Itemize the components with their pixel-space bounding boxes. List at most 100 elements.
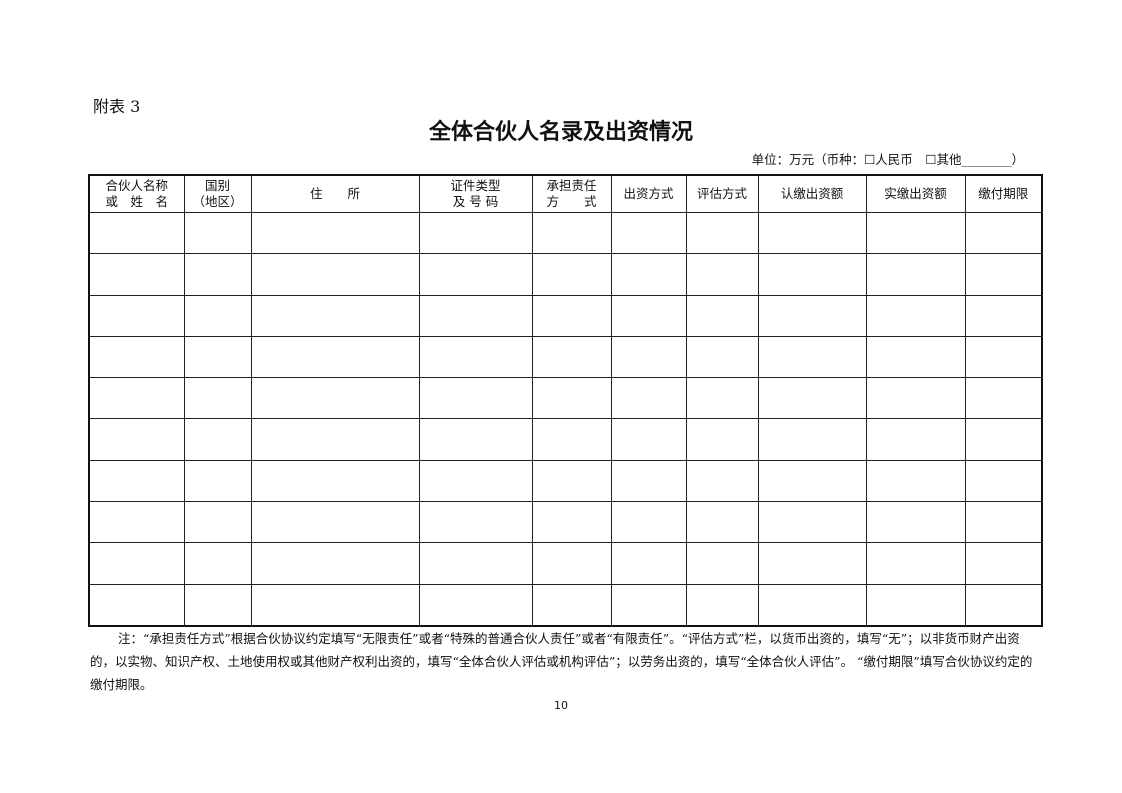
table-cell[interactable] <box>531 335 612 379</box>
table-cell[interactable] <box>250 294 420 337</box>
table-cell[interactable] <box>964 211 1043 255</box>
table-cell[interactable] <box>418 253 533 296</box>
table-cell[interactable] <box>88 335 185 379</box>
table-cell[interactable] <box>865 583 966 627</box>
table-cell[interactable] <box>685 253 759 296</box>
table-cell[interactable] <box>685 377 759 420</box>
table-cell[interactable] <box>865 501 966 544</box>
table-cell[interactable] <box>757 335 867 379</box>
table-cell[interactable] <box>964 335 1043 379</box>
table-cell[interactable] <box>964 418 1043 461</box>
table-cell[interactable] <box>250 418 420 461</box>
table-cell[interactable] <box>88 377 185 420</box>
table-cell[interactable] <box>183 253 252 296</box>
table-cell[interactable] <box>88 211 185 255</box>
table-cell[interactable] <box>964 542 1043 585</box>
table-cell[interactable] <box>88 253 185 296</box>
table-cell[interactable] <box>88 294 185 337</box>
table-cell[interactable] <box>531 253 612 296</box>
table-cell[interactable] <box>610 211 687 255</box>
table-cell[interactable] <box>531 501 612 544</box>
table-cell[interactable] <box>964 459 1043 503</box>
table-cell[interactable] <box>531 459 612 503</box>
table-cell[interactable] <box>610 377 687 420</box>
table-cell[interactable] <box>250 211 420 255</box>
table-cell[interactable] <box>88 501 185 544</box>
table-cell[interactable] <box>610 542 687 585</box>
table-cell[interactable] <box>685 583 759 627</box>
table-cell[interactable] <box>685 459 759 503</box>
table-cell[interactable] <box>757 501 867 544</box>
table-cell[interactable] <box>865 459 966 503</box>
table-cell[interactable] <box>685 542 759 585</box>
table-cell[interactable] <box>865 418 966 461</box>
table-cell[interactable] <box>88 459 185 503</box>
table-cell[interactable] <box>757 418 867 461</box>
table-cell[interactable] <box>183 418 252 461</box>
table-cell[interactable] <box>964 583 1043 627</box>
table-cell[interactable] <box>610 583 687 627</box>
table-cell[interactable] <box>865 211 966 255</box>
table-cell[interactable] <box>865 377 966 420</box>
table-cell[interactable] <box>685 501 759 544</box>
table-cell[interactable] <box>183 294 252 337</box>
table-cell[interactable] <box>418 542 533 585</box>
table-cell[interactable] <box>964 501 1043 544</box>
table-cell[interactable] <box>865 253 966 296</box>
table-cell[interactable] <box>757 294 867 337</box>
table-cell[interactable] <box>183 583 252 627</box>
table-cell[interactable] <box>418 377 533 420</box>
table-cell[interactable] <box>250 583 420 627</box>
table-cell[interactable] <box>183 501 252 544</box>
table-cell[interactable] <box>418 418 533 461</box>
table-cell[interactable] <box>183 542 252 585</box>
table-cell[interactable] <box>964 294 1043 337</box>
table-cell[interactable] <box>418 459 533 503</box>
table-cell[interactable] <box>610 418 687 461</box>
table-cell[interactable] <box>418 335 533 379</box>
table-cell[interactable] <box>865 542 966 585</box>
table-cell[interactable] <box>531 294 612 337</box>
table-cell[interactable] <box>418 294 533 337</box>
table-cell[interactable] <box>88 418 185 461</box>
table-cell[interactable] <box>183 335 252 379</box>
table-cell[interactable] <box>610 253 687 296</box>
table-cell[interactable] <box>531 418 612 461</box>
table-cell[interactable] <box>183 211 252 255</box>
table-cell[interactable] <box>418 501 533 544</box>
table-cell[interactable] <box>610 335 687 379</box>
table-cell[interactable] <box>250 377 420 420</box>
table-cell[interactable] <box>685 294 759 337</box>
table-cell[interactable] <box>757 377 867 420</box>
table-cell[interactable] <box>757 253 867 296</box>
table-cell[interactable] <box>250 542 420 585</box>
table-cell[interactable] <box>865 294 966 337</box>
table-cell[interactable] <box>757 459 867 503</box>
table-cell[interactable] <box>964 253 1043 296</box>
table-cell[interactable] <box>757 542 867 585</box>
table-cell[interactable] <box>610 294 687 337</box>
table-cell[interactable] <box>865 335 966 379</box>
table-cell[interactable] <box>685 211 759 255</box>
table-cell[interactable] <box>685 335 759 379</box>
table-cell[interactable] <box>250 459 420 503</box>
table-cell[interactable] <box>250 335 420 379</box>
table-cell[interactable] <box>418 211 533 255</box>
table-cell[interactable] <box>418 583 533 627</box>
table-cell[interactable] <box>183 459 252 503</box>
table-cell[interactable] <box>610 501 687 544</box>
table-cell[interactable] <box>531 583 612 627</box>
table-cell[interactable] <box>964 377 1043 420</box>
table-cell[interactable] <box>610 459 687 503</box>
table-cell[interactable] <box>531 211 612 255</box>
table-cell[interactable] <box>531 542 612 585</box>
table-cell[interactable] <box>531 377 612 420</box>
table-cell[interactable] <box>250 253 420 296</box>
table-cell[interactable] <box>88 583 185 627</box>
table-cell[interactable] <box>757 583 867 627</box>
table-cell[interactable] <box>88 542 185 585</box>
table-cell[interactable] <box>757 211 867 255</box>
table-cell[interactable] <box>183 377 252 420</box>
table-cell[interactable] <box>685 418 759 461</box>
table-cell[interactable] <box>250 501 420 544</box>
